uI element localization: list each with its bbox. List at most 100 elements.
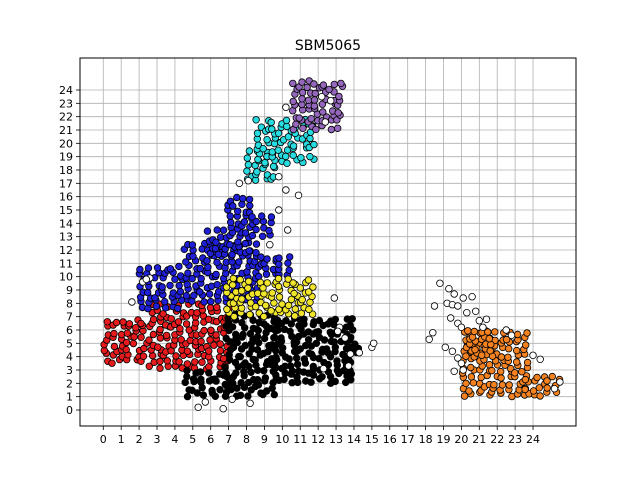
data-point <box>246 201 254 210</box>
x-tick-label: 9 <box>261 433 268 446</box>
data-point <box>280 375 288 384</box>
data-point <box>241 239 249 248</box>
data-point <box>497 374 505 382</box>
data-point <box>337 79 345 88</box>
x-tick-label: 21 <box>472 433 486 446</box>
y-tick-label: 14 <box>59 217 73 230</box>
data-point <box>182 258 190 266</box>
data-point <box>279 344 287 352</box>
data-point <box>243 167 251 175</box>
data-point <box>175 262 183 271</box>
data-point <box>296 284 304 292</box>
data-point <box>533 373 541 382</box>
data-point <box>498 381 507 389</box>
data-point <box>204 315 213 323</box>
data-point <box>511 369 519 377</box>
data-point <box>314 328 323 336</box>
data-point <box>263 255 271 263</box>
x-tick-label: 11 <box>293 433 307 446</box>
data-point <box>275 254 283 262</box>
data-point <box>262 301 270 310</box>
y-tick-label: 23 <box>59 97 73 110</box>
data-point <box>295 114 303 122</box>
data-point <box>298 78 306 86</box>
data-point <box>310 96 319 104</box>
data-point <box>318 373 326 381</box>
data-point <box>207 326 215 334</box>
data-point <box>243 154 251 162</box>
data-point <box>212 270 220 279</box>
data-point <box>462 352 470 360</box>
data-point <box>334 109 342 117</box>
x-tick-label: 15 <box>365 433 379 446</box>
data-point <box>226 218 235 226</box>
data-point <box>123 329 132 337</box>
data-point <box>206 304 215 312</box>
data-point <box>240 218 249 226</box>
data-point <box>523 358 532 367</box>
data-point <box>464 327 472 335</box>
data-point <box>267 213 276 221</box>
data-point <box>267 118 275 127</box>
y-tick-label: 16 <box>59 191 73 204</box>
data-point <box>477 373 485 382</box>
y-tick-label: 15 <box>59 204 73 217</box>
data-point <box>156 325 164 334</box>
data-point <box>430 302 439 310</box>
data-point <box>182 292 191 300</box>
data-point <box>183 392 192 401</box>
x-tick-label: 19 <box>436 433 450 446</box>
data-point <box>335 92 343 101</box>
data-point <box>457 323 466 331</box>
data-point <box>436 279 444 287</box>
data-point <box>244 160 253 169</box>
data-point <box>254 289 262 297</box>
x-tick-label: 17 <box>401 433 415 446</box>
data-point <box>212 331 220 339</box>
data-point <box>326 328 334 336</box>
data-point <box>156 357 164 366</box>
data-point <box>331 377 339 386</box>
data-point <box>556 378 564 386</box>
data-point <box>208 386 216 395</box>
data-point <box>445 285 453 293</box>
data-point <box>184 269 192 277</box>
data-point <box>543 384 551 392</box>
data-point <box>253 376 262 384</box>
data-point <box>203 227 212 235</box>
data-point <box>177 336 185 344</box>
data-point <box>237 287 246 295</box>
data-point <box>462 379 470 388</box>
data-point <box>304 276 313 284</box>
data-point <box>287 295 296 304</box>
y-tick-label: 24 <box>59 84 73 97</box>
data-point <box>311 89 319 98</box>
data-point <box>507 331 516 339</box>
data-point <box>370 339 378 347</box>
data-point <box>197 274 205 283</box>
data-point <box>154 343 162 351</box>
data-point <box>472 307 480 315</box>
data-point <box>233 207 242 215</box>
data-point <box>268 125 276 133</box>
y-tick-label: 8 <box>66 297 73 310</box>
data-point <box>286 253 294 261</box>
data-point <box>167 315 175 323</box>
data-point <box>262 270 271 278</box>
data-point <box>248 213 256 221</box>
data-point <box>275 293 284 301</box>
data-point <box>309 283 317 291</box>
data-point <box>253 346 262 354</box>
data-point <box>137 333 145 341</box>
data-point <box>205 347 213 355</box>
data-point <box>158 283 166 291</box>
y-tick-label: 6 <box>66 324 73 337</box>
data-point <box>351 340 359 348</box>
data-point <box>521 385 529 394</box>
data-point <box>166 281 174 290</box>
data-point <box>486 347 494 355</box>
data-point <box>110 329 118 338</box>
data-point <box>190 291 198 300</box>
data-point <box>523 329 531 337</box>
data-point <box>240 368 248 376</box>
